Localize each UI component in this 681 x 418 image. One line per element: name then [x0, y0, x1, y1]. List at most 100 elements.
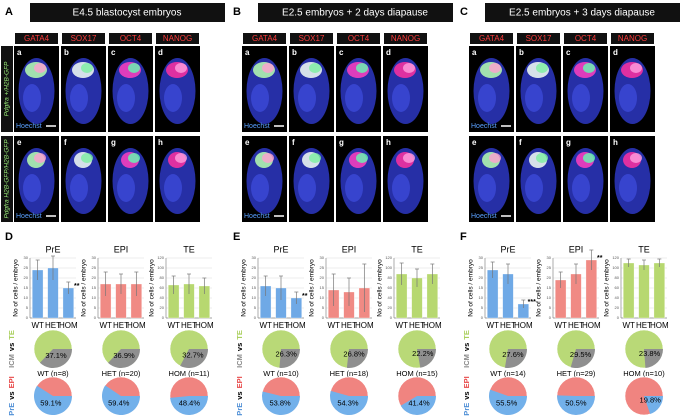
label-part: EPI: [462, 376, 471, 388]
nuclei: [117, 174, 135, 202]
pie-slice: [644, 349, 663, 368]
x-tick-label: WT: [99, 321, 112, 330]
sub-label: f: [292, 138, 295, 147]
cluster: [356, 153, 368, 163]
nuclei: [619, 84, 637, 112]
cluster: [309, 153, 321, 163]
panel-title: E2.5 embryos + 2 days diapause: [282, 8, 428, 19]
label-part: ICM: [7, 354, 16, 368]
x-tick-label: WT: [259, 321, 272, 330]
pie-slice: [557, 395, 595, 416]
hoechst-label: Hoechst: [244, 123, 270, 130]
chart-title: EPI: [569, 244, 584, 254]
row-label-bg: [1, 136, 13, 222]
y-tick-label: 20: [479, 275, 484, 280]
x-tick-label: WT: [327, 321, 340, 330]
title-bar: [258, 3, 453, 22]
cluster: [536, 153, 548, 163]
y-tick-label: 25: [252, 265, 257, 270]
stain-box: [109, 33, 152, 44]
pie-slice: [279, 349, 300, 368]
y-tick-label: 0: [26, 315, 29, 320]
y-tick-label: 80: [388, 275, 393, 280]
y-tick-label: 10: [252, 295, 257, 300]
panel-letter: B: [233, 6, 241, 18]
stain-box: [290, 33, 333, 44]
stain-label: OCT4: [348, 34, 370, 43]
sub-label: f: [64, 138, 67, 147]
pie-value-label: 41.4%: [408, 398, 430, 407]
y-tick-label: 0: [94, 315, 97, 320]
y-tick-label: 120: [612, 255, 619, 260]
x-tick-label: HOM: [514, 321, 533, 330]
chart-title: TE: [638, 244, 650, 254]
pie-value-label: 53.8%: [269, 399, 291, 408]
y-tick-label: 10: [320, 295, 325, 300]
nuclei: [478, 174, 496, 202]
pie-slice: [417, 349, 436, 368]
y-tick-label: 0: [322, 315, 325, 320]
y-tick-label: 100: [385, 265, 392, 270]
row-label: Pdgfra H2B-GFP/H2B-GFP: [4, 139, 11, 219]
sub-label: d: [158, 48, 163, 57]
sub-label: g: [111, 138, 116, 147]
significance: **: [597, 255, 603, 262]
stain-box: [517, 33, 560, 44]
x-tick-label: HET: [409, 321, 425, 330]
hoechst-label: Hoechst: [471, 213, 497, 220]
significance: **: [302, 293, 308, 300]
cluster: [262, 153, 274, 163]
y-tick-label: 20: [24, 275, 29, 280]
hoechst-label: Hoechst: [16, 213, 42, 220]
pie-category: HOM (n=11): [169, 369, 210, 378]
y-tick-label: 20: [388, 305, 393, 310]
label-part: EPI: [7, 376, 16, 388]
cluster: [262, 63, 274, 73]
sub-label: c: [339, 48, 344, 57]
y-axis-label: No of cells / embryo: [604, 259, 611, 317]
panel-letter: F: [460, 231, 467, 243]
nuclei: [572, 84, 590, 112]
label-part: vs: [235, 391, 244, 399]
stain-box: [384, 33, 427, 44]
cluster: [630, 153, 642, 163]
sub-label: e: [17, 138, 22, 147]
y-tick-label: 30: [320, 255, 325, 260]
cluster: [175, 63, 187, 73]
cluster: [356, 63, 368, 73]
significance: ***: [528, 299, 536, 306]
sub-label: c: [566, 48, 571, 57]
stain-label: GATA4: [24, 34, 50, 43]
x-tick-label: WT: [395, 321, 408, 330]
chart-title: TE: [411, 244, 423, 254]
y-tick-label: 5: [549, 305, 552, 310]
pie-slice: [108, 349, 140, 369]
sub-label: g: [339, 138, 344, 147]
y-tick-label: 10: [24, 295, 29, 300]
y-tick-label: 0: [549, 315, 552, 320]
stain-box: [470, 33, 513, 44]
stain-label: SOX17: [526, 34, 552, 43]
nuclei: [164, 174, 182, 202]
y-tick-label: 40: [388, 295, 393, 300]
nuclei: [251, 174, 269, 202]
stain-label: SOX17: [71, 34, 97, 43]
label-part: TE: [7, 330, 16, 340]
y-tick-label: 5: [94, 305, 97, 310]
y-tick-label: 20: [615, 305, 620, 310]
y-tick-label: 30: [24, 255, 29, 260]
y-tick-label: 15: [92, 285, 97, 290]
y-tick-label: 60: [615, 285, 620, 290]
pie-value-label: 29.5%: [570, 350, 592, 359]
y-tick-label: 25: [92, 265, 97, 270]
y-tick-label: 0: [481, 315, 484, 320]
y-axis-label: No of cells / embryo: [309, 259, 316, 317]
x-tick-label: HET: [341, 321, 357, 330]
y-axis-label: No of cells / embryo: [81, 259, 88, 317]
x-tick-label: HOM: [650, 321, 669, 330]
label-part: PrE: [462, 403, 471, 416]
pie-slice: [504, 349, 527, 368]
y-tick-label: 10: [547, 295, 552, 300]
pie-row-label: PrE vs EPI: [235, 376, 244, 415]
pie-slice: [39, 349, 72, 368]
